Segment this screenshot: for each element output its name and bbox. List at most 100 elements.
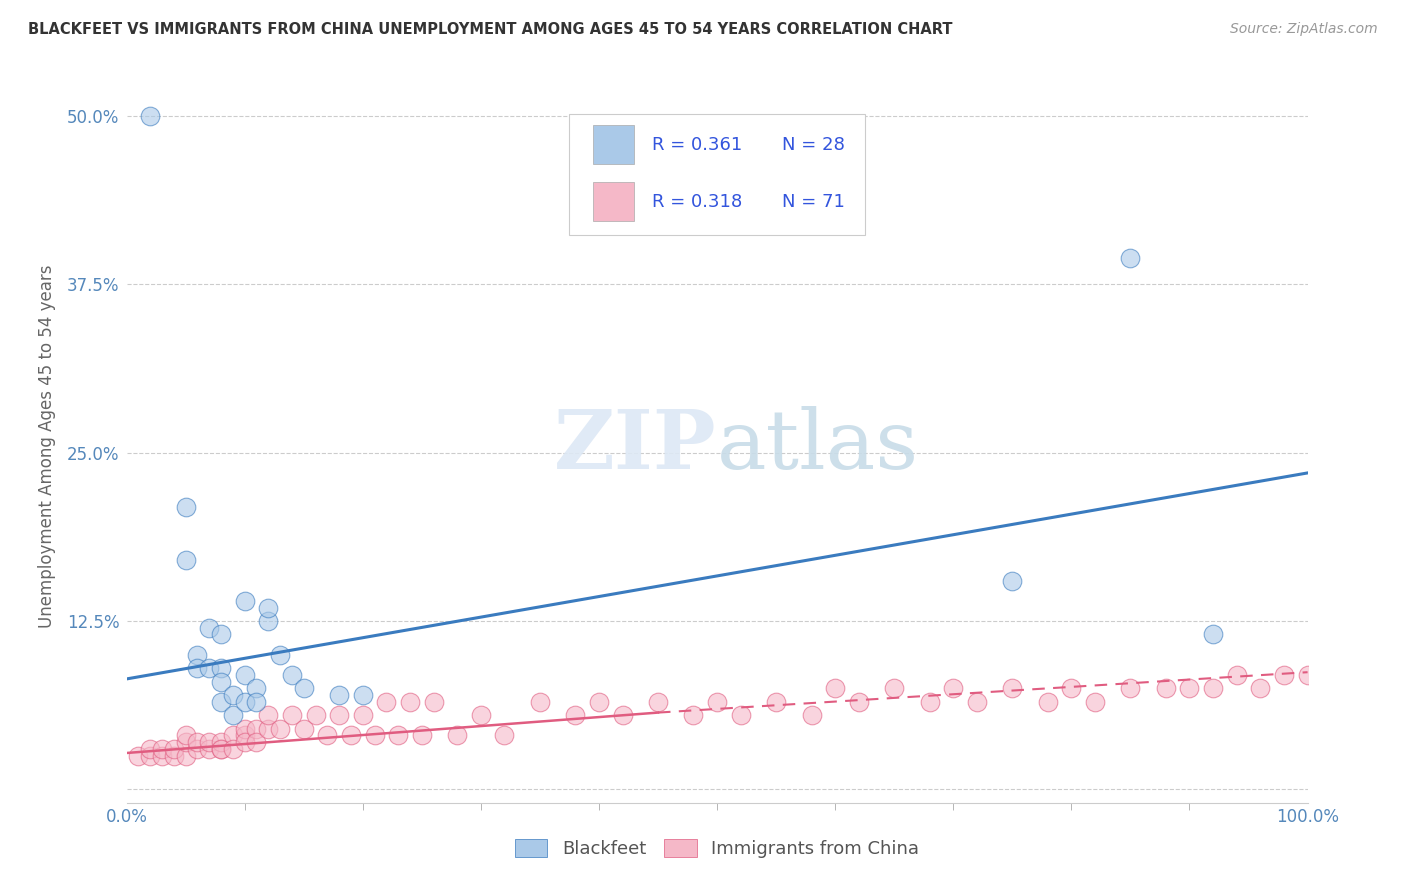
Point [233, 668, 256, 682]
Point [1202, 681, 1225, 696]
Point [564, 708, 586, 723]
Point [612, 708, 634, 723]
Point [1178, 681, 1201, 696]
Legend: Blackfeet, Immigrants from China: Blackfeet, Immigrants from China [508, 831, 927, 865]
Point [1119, 681, 1142, 696]
Point [800, 708, 823, 723]
Point [1001, 574, 1024, 588]
Point [209, 742, 232, 756]
Point [706, 695, 728, 709]
Point [209, 627, 232, 641]
Point [529, 695, 551, 709]
Text: N = 71: N = 71 [782, 193, 845, 211]
Point [186, 661, 208, 675]
Text: N = 28: N = 28 [782, 136, 845, 153]
Point [209, 742, 232, 756]
FancyBboxPatch shape [569, 114, 865, 235]
Point [328, 708, 350, 723]
Point [163, 742, 186, 756]
Point [494, 729, 516, 743]
Point [942, 681, 965, 696]
Point [411, 729, 433, 743]
Bar [593, 182, 634, 221]
Point [257, 614, 280, 628]
Point [328, 688, 350, 702]
Point [127, 748, 149, 763]
Point [222, 729, 245, 743]
Point [824, 681, 846, 696]
Point [446, 729, 468, 743]
Point [257, 722, 280, 736]
Point [139, 742, 162, 756]
Point [233, 594, 256, 608]
Point [233, 735, 256, 749]
Point [883, 681, 905, 696]
Point [304, 708, 326, 723]
Point [186, 735, 208, 749]
Point [316, 729, 339, 743]
Point [387, 729, 409, 743]
Bar [593, 125, 634, 164]
Point [281, 668, 304, 682]
Point [198, 742, 221, 756]
Point [174, 748, 197, 763]
Point [174, 729, 197, 743]
Point [222, 742, 245, 756]
Point [139, 748, 162, 763]
Point [233, 729, 256, 743]
Text: atlas: atlas [717, 406, 920, 486]
Point [765, 695, 787, 709]
Point [1154, 681, 1177, 696]
Point [186, 742, 208, 756]
Point [1001, 681, 1024, 696]
Point [470, 708, 492, 723]
Point [292, 681, 315, 696]
Point [730, 708, 752, 723]
Text: R = 0.318: R = 0.318 [652, 193, 742, 211]
Point [422, 695, 444, 709]
Text: BLACKFEET VS IMMIGRANTS FROM CHINA UNEMPLOYMENT AMONG AGES 45 TO 54 YEARS CORREL: BLACKFEET VS IMMIGRANTS FROM CHINA UNEMP… [28, 22, 953, 37]
Point [174, 500, 197, 514]
Point [1084, 695, 1107, 709]
Point [352, 708, 374, 723]
Point [245, 695, 267, 709]
Point [222, 708, 245, 723]
Point [209, 674, 232, 689]
Point [1060, 681, 1083, 696]
Point [257, 708, 280, 723]
Point [198, 661, 221, 675]
Point [150, 742, 173, 756]
Point [375, 695, 398, 709]
Point [966, 695, 988, 709]
Point [292, 722, 315, 736]
Point [1296, 668, 1319, 682]
Point [209, 661, 232, 675]
Point [1249, 681, 1271, 696]
Point [647, 695, 669, 709]
Point [150, 748, 173, 763]
Point [1036, 695, 1059, 709]
Point [198, 735, 221, 749]
Point [682, 708, 704, 723]
Point [174, 735, 197, 749]
Point [233, 695, 256, 709]
Point [1272, 668, 1295, 682]
Point [1119, 251, 1142, 265]
Point [269, 648, 291, 662]
Point [352, 688, 374, 702]
Point [233, 722, 256, 736]
Point [245, 681, 267, 696]
Point [588, 695, 610, 709]
Point [186, 648, 208, 662]
Point [209, 695, 232, 709]
Point [222, 688, 245, 702]
Point [1202, 627, 1225, 641]
Text: ZIP: ZIP [554, 406, 717, 486]
Point [209, 735, 232, 749]
Point [848, 695, 870, 709]
Point [245, 735, 267, 749]
Point [257, 600, 280, 615]
Point [1226, 668, 1249, 682]
Y-axis label: Unemployment Among Ages 45 to 54 years: Unemployment Among Ages 45 to 54 years [38, 264, 56, 628]
Point [198, 621, 221, 635]
